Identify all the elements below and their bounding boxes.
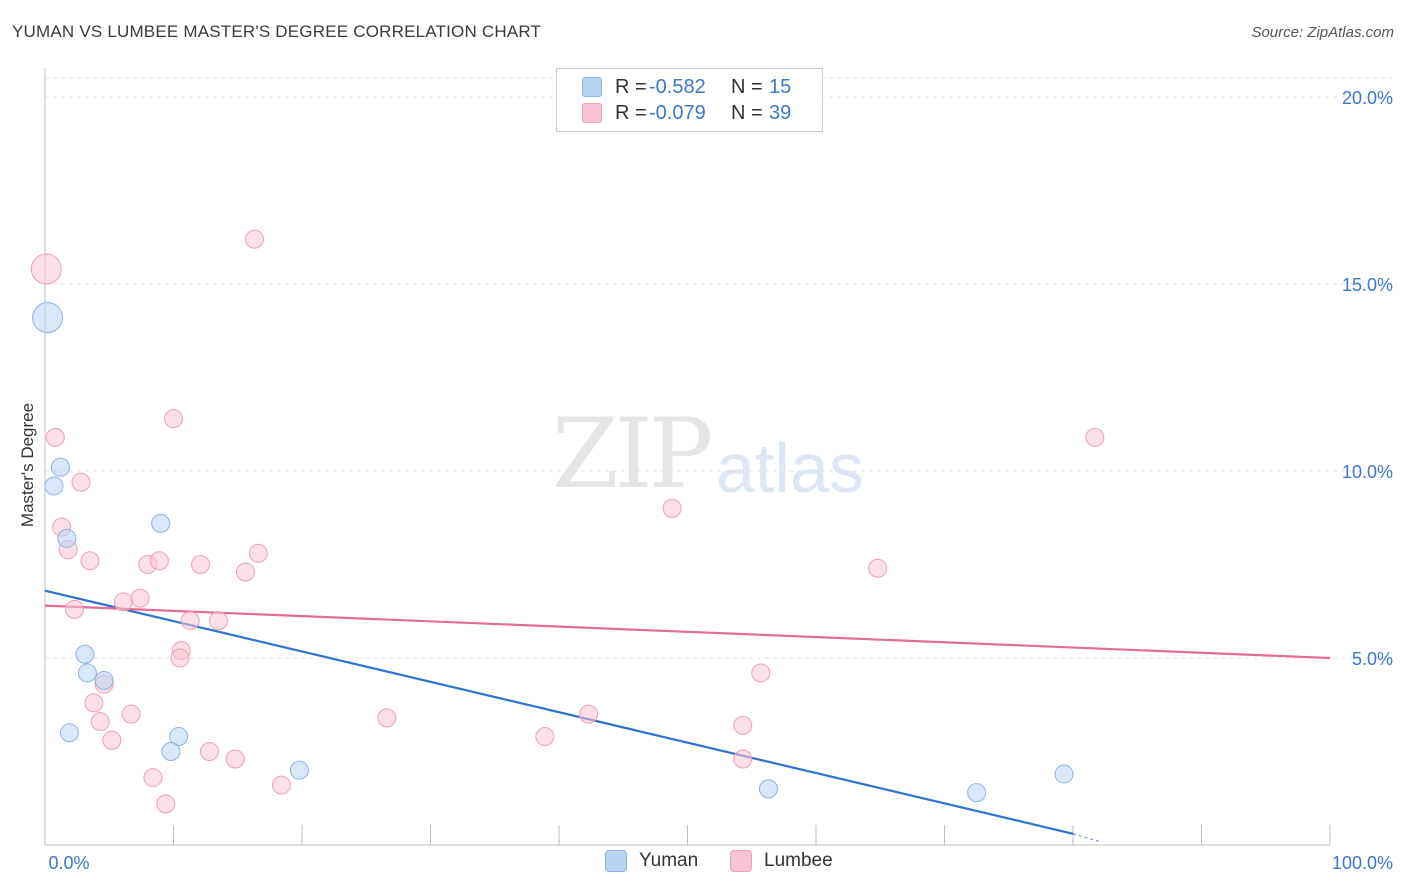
- lumbee-point: [65, 599, 85, 619]
- n-value: 39: [769, 101, 792, 124]
- lumbee-point: [143, 768, 163, 788]
- yuman-point: [32, 302, 64, 334]
- lumbee-point: [149, 551, 169, 571]
- axes: [44, 68, 1331, 846]
- lumbee-swatch: [582, 103, 602, 123]
- data-points: [30, 229, 1105, 814]
- lumbee-point: [733, 715, 753, 735]
- watermark-atlas: atlas: [716, 429, 864, 507]
- legend-row-yuman: R = -0.582 N = 15: [582, 75, 791, 99]
- r-label: R =: [615, 101, 647, 124]
- source-label: Source: ZipAtlas.com: [1251, 24, 1394, 41]
- yuman-point: [151, 513, 171, 533]
- n-label: N =: [731, 75, 763, 98]
- lumbee-point: [579, 704, 599, 724]
- yuman-swatch: [605, 850, 627, 872]
- yuman-swatch: [582, 77, 602, 97]
- lumbee-point: [156, 794, 176, 814]
- yuman-point: [44, 476, 64, 496]
- yuman-point: [94, 670, 114, 690]
- lumbee-point: [90, 712, 110, 732]
- r-value: -0.582: [649, 75, 706, 98]
- lumbee-point: [121, 704, 141, 724]
- yuman-point: [967, 783, 987, 803]
- yuman-point: [77, 663, 97, 683]
- correlation-legend: R = -0.582 N = 15 R = -0.079 N = 39: [556, 68, 823, 132]
- r-value: -0.079: [649, 101, 706, 124]
- lumbee-point: [225, 749, 245, 769]
- yuman-point: [1054, 764, 1074, 784]
- lumbee-point: [102, 730, 122, 750]
- lumbee-point: [271, 775, 291, 795]
- lumbee-trend-line: [44, 604, 1331, 660]
- y-tick-label: 20.0%: [1342, 88, 1393, 108]
- yuman-point: [57, 528, 77, 548]
- lumbee-point: [535, 727, 555, 747]
- lumbee-point: [1085, 427, 1105, 447]
- yuman-point: [75, 644, 95, 664]
- lumbee-point: [130, 588, 150, 608]
- lumbee-point: [71, 472, 91, 492]
- y-tick-label: 15.0%: [1342, 275, 1393, 295]
- lumbee-swatch: [730, 850, 752, 872]
- legend-item-lumbee[interactable]: Lumbee: [730, 850, 833, 872]
- legend-label-lumbee: Lumbee: [764, 850, 833, 871]
- lumbee-point: [235, 562, 255, 582]
- lumbee-point: [170, 648, 190, 668]
- lumbee-point: [208, 611, 228, 631]
- yuman-trend-extension: [1072, 833, 1099, 842]
- lumbee-point: [164, 409, 183, 429]
- x-tick-label: 0.0%: [48, 853, 89, 873]
- y-tick-label: 5.0%: [1352, 649, 1393, 669]
- lumbee-point: [190, 555, 210, 574]
- n-value: 15: [769, 75, 792, 98]
- n-label: N =: [731, 101, 763, 124]
- lumbee-point: [248, 543, 268, 563]
- watermark-zip: ZIP: [552, 398, 713, 510]
- lumbee-point: [113, 592, 133, 612]
- yuman-point: [758, 779, 778, 799]
- yuman-point: [59, 723, 79, 743]
- lumbee-point: [377, 708, 397, 728]
- trend-lines: [44, 589, 1331, 842]
- tick-labels: 5.0% 10.0% 15.0% 20.0% 0.0% 100.0%: [48, 88, 1393, 873]
- yuman-point: [50, 457, 70, 477]
- lumbee-point: [868, 558, 888, 578]
- lumbee-point: [662, 498, 682, 518]
- series-legend: Yuman Lumbee: [0, 850, 1406, 878]
- legend-label-yuman: Yuman: [639, 850, 699, 871]
- lumbee-point: [244, 229, 264, 249]
- lumbee-point: [733, 749, 753, 769]
- lumbee-point: [84, 693, 104, 713]
- lumbee-point: [30, 253, 62, 285]
- lumbee-point: [199, 742, 219, 761]
- lumbee-point: [751, 663, 771, 683]
- r-label: R =: [615, 75, 647, 98]
- yuman-point: [161, 742, 181, 761]
- lumbee-point: [45, 427, 65, 447]
- legend-row-lumbee: R = -0.079 N = 39: [582, 101, 791, 125]
- chart-title: YUMAN VS LUMBEE MASTER'S DEGREE CORRELAT…: [12, 22, 542, 41]
- yuman-point: [169, 727, 189, 747]
- lumbee-point: [180, 611, 200, 631]
- yuman-trend-line: [44, 589, 1074, 835]
- x-tick-label: 100.0%: [1332, 853, 1393, 873]
- y-tick-label: 10.0%: [1342, 462, 1393, 482]
- legend-item-yuman[interactable]: Yuman: [605, 850, 698, 872]
- lumbee-point: [80, 551, 100, 571]
- yuman-point: [289, 760, 309, 780]
